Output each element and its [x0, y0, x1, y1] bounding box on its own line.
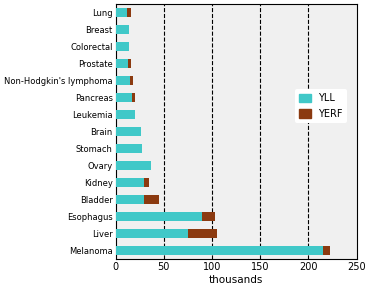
Bar	[115, 127, 141, 136]
Bar	[115, 178, 144, 188]
Bar	[144, 195, 159, 204]
Bar	[115, 8, 127, 17]
Bar	[188, 229, 217, 238]
Bar	[115, 25, 129, 34]
Bar	[115, 59, 128, 68]
Bar	[115, 246, 323, 255]
Bar	[115, 195, 144, 204]
Bar	[202, 212, 215, 221]
Bar	[115, 110, 135, 119]
Bar	[115, 144, 142, 153]
Bar	[128, 59, 131, 68]
Bar	[130, 76, 133, 85]
Bar	[132, 93, 135, 102]
Bar	[127, 8, 131, 17]
X-axis label: thousands: thousands	[209, 275, 263, 285]
Bar	[115, 42, 129, 51]
Bar	[144, 178, 149, 188]
Bar	[115, 93, 132, 102]
Legend: YLL, YERF: YLL, YERF	[295, 89, 347, 123]
Bar	[115, 76, 130, 85]
Bar	[115, 212, 202, 221]
Bar	[115, 229, 188, 238]
Bar	[115, 161, 151, 171]
Bar	[323, 246, 330, 255]
